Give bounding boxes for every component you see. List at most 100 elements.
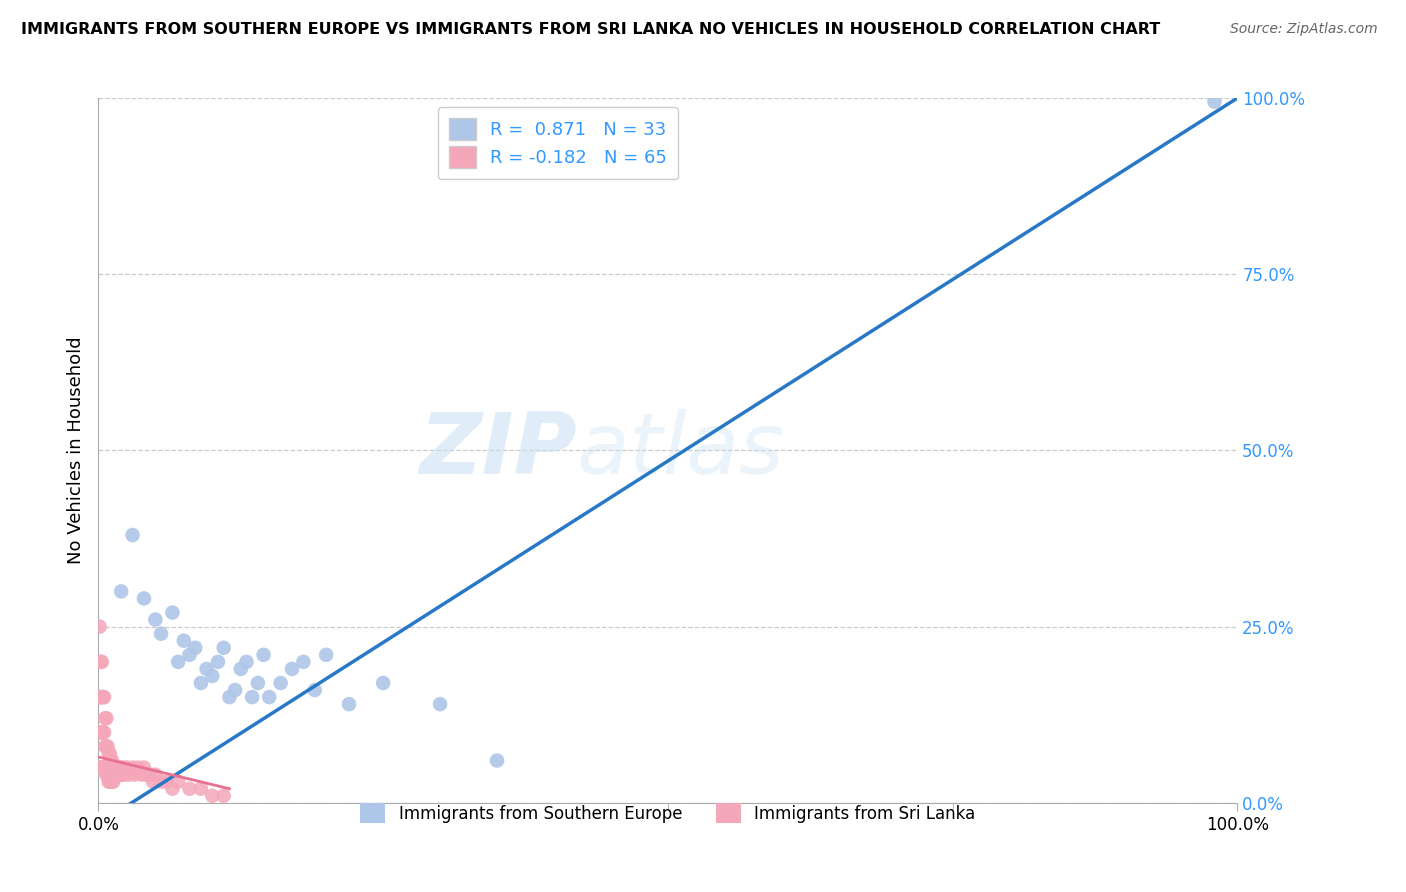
Point: [179, 781, 201, 796]
Point: [124, 767, 146, 781]
Point: [135, 767, 157, 781]
Point: [201, 789, 224, 803]
Point: [89, 619, 111, 633]
Point: [156, 774, 179, 789]
Point: [90, 690, 112, 705]
Point: [184, 640, 207, 655]
Point: [173, 633, 195, 648]
Point: [240, 690, 263, 705]
Point: [93, 690, 115, 705]
Point: [270, 676, 292, 690]
Point: [90, 655, 112, 669]
Point: [89, 725, 111, 739]
Point: [429, 697, 451, 711]
Point: [145, 613, 167, 627]
Point: [110, 760, 132, 774]
Point: [281, 662, 304, 676]
Point: [252, 648, 274, 662]
Point: [190, 781, 212, 796]
Point: [235, 655, 257, 669]
Point: [150, 626, 173, 640]
Point: [131, 767, 153, 781]
Point: [127, 760, 149, 774]
Point: [195, 662, 218, 676]
Point: [190, 676, 212, 690]
Point: [218, 690, 240, 705]
Point: [292, 655, 315, 669]
Point: [96, 739, 118, 754]
Point: [100, 754, 122, 768]
Point: [90, 760, 112, 774]
Point: [371, 676, 394, 690]
Point: [145, 767, 167, 781]
Point: [96, 739, 118, 754]
Point: [337, 697, 360, 711]
Point: [89, 690, 111, 705]
Point: [108, 760, 131, 774]
Text: Source: ZipAtlas.com: Source: ZipAtlas.com: [1230, 22, 1378, 37]
Point: [108, 767, 131, 781]
Point: [1204, 95, 1226, 109]
Point: [167, 655, 190, 669]
Point: [104, 767, 127, 781]
Point: [132, 591, 155, 606]
Point: [101, 754, 124, 768]
Point: [91, 760, 114, 774]
Legend: Immigrants from Southern Europe, Immigrants from Sri Lanka: Immigrants from Southern Europe, Immigra…: [350, 793, 986, 833]
Point: [150, 774, 173, 789]
Point: [212, 789, 235, 803]
Point: [94, 711, 117, 725]
Point: [90, 655, 112, 669]
Point: [110, 584, 132, 599]
Point: [121, 528, 143, 542]
Point: [115, 760, 138, 774]
Point: [486, 754, 509, 768]
Point: [98, 774, 121, 789]
Point: [107, 767, 129, 781]
Point: [111, 767, 134, 781]
Point: [315, 648, 337, 662]
Point: [167, 774, 190, 789]
Point: [89, 655, 111, 669]
Point: [162, 781, 184, 796]
Point: [93, 760, 115, 774]
Point: [304, 683, 326, 698]
Point: [105, 760, 128, 774]
Point: [96, 711, 118, 725]
Point: [259, 690, 281, 705]
Point: [103, 774, 125, 789]
Point: [112, 760, 135, 774]
Point: [162, 606, 184, 620]
Point: [94, 760, 117, 774]
Y-axis label: No Vehicles in Household: No Vehicles in Household: [66, 336, 84, 565]
Point: [212, 640, 235, 655]
Point: [90, 690, 112, 705]
Point: [246, 676, 269, 690]
Point: [89, 760, 111, 774]
Point: [91, 725, 114, 739]
Point: [121, 760, 143, 774]
Point: [179, 648, 201, 662]
Point: [96, 767, 118, 781]
Point: [224, 683, 246, 698]
Point: [229, 662, 252, 676]
Point: [201, 669, 224, 683]
Point: [96, 767, 118, 781]
Point: [98, 747, 121, 761]
Point: [90, 760, 112, 774]
Point: [101, 774, 124, 789]
Point: [94, 739, 117, 754]
Point: [90, 725, 112, 739]
Point: [103, 760, 125, 774]
Point: [207, 655, 229, 669]
Point: [97, 774, 120, 789]
Text: atlas: atlas: [576, 409, 785, 492]
Point: [132, 760, 155, 774]
Point: [138, 767, 160, 781]
Point: [90, 725, 112, 739]
Text: ZIP: ZIP: [419, 409, 576, 492]
Point: [114, 767, 136, 781]
Point: [100, 774, 122, 789]
Point: [93, 725, 115, 739]
Point: [97, 747, 120, 761]
